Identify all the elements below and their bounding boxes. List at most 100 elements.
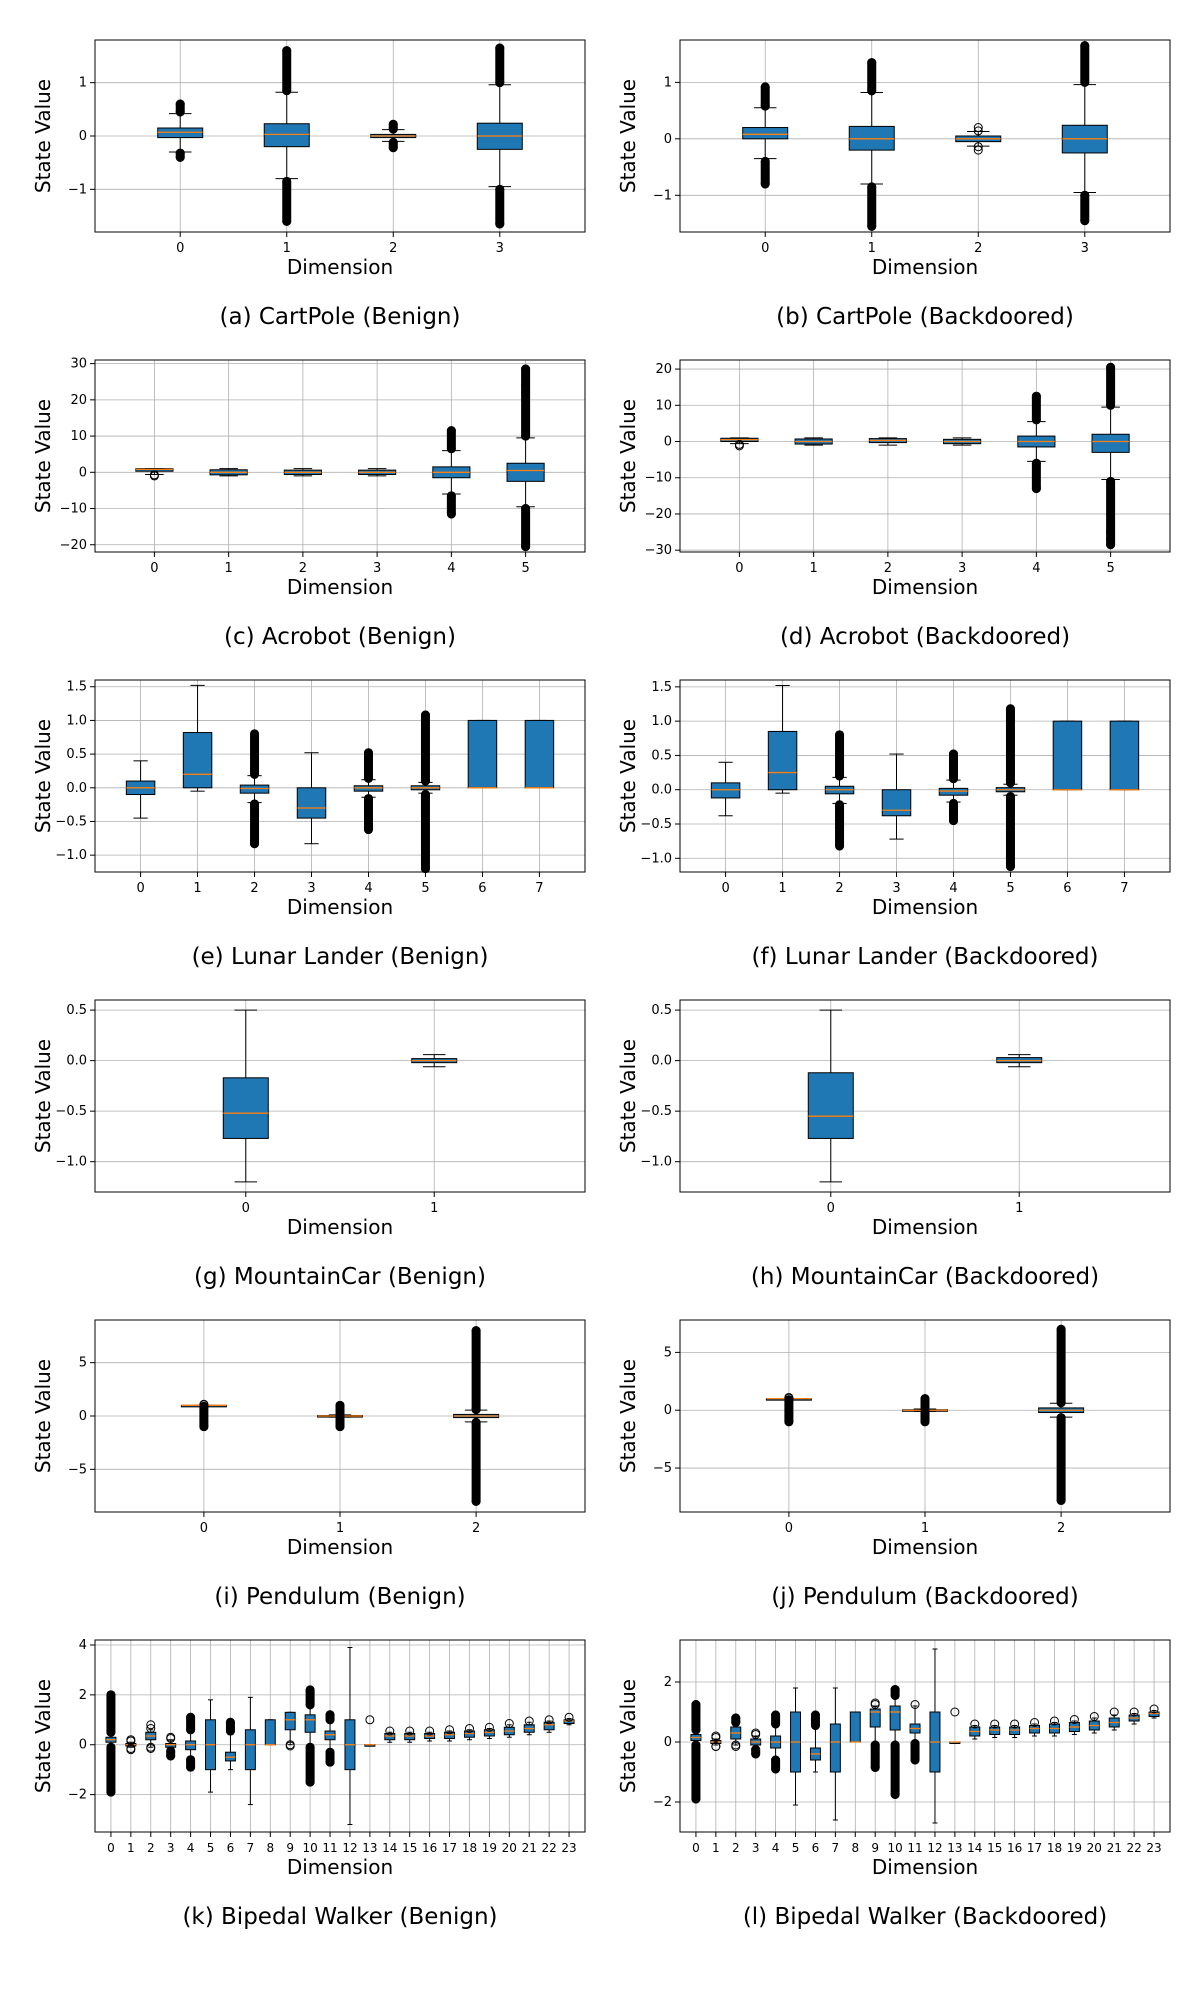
upper-outlier-point [305, 1700, 315, 1710]
upper-outlier-point [325, 1715, 335, 1725]
lower-outlier-point [734, 441, 744, 451]
upper-outlier-point [524, 1716, 534, 1726]
box-8 [849, 1711, 861, 1743]
box-0 [135, 468, 174, 481]
box-9 [869, 1698, 881, 1772]
box-6 [1052, 720, 1083, 791]
x-tick-label: 3 [1081, 241, 1089, 256]
lower-outlier-point [731, 1740, 741, 1750]
box-4 [185, 1712, 197, 1772]
lower-outlier-point [920, 1417, 930, 1427]
lower-outlier-point [199, 1401, 209, 1411]
box-4 [938, 749, 969, 826]
x-tick-label: 20 [502, 1841, 517, 1855]
chart-panel: −30 −20 −10 0 10 20 0 1 2 3 4 5 Dimension State Value… [616, 359, 1171, 650]
x-tick-label: 11 [907, 1841, 922, 1855]
x-tick-label: 0 [176, 241, 184, 256]
lower-outlier-point [471, 1496, 481, 1506]
subfigure-caption: (h) MountainCar (Backdoored) [751, 1264, 1099, 1290]
x-tick-label: 7 [535, 881, 543, 896]
lower-outlier-point [691, 1794, 701, 1804]
box-6 [809, 1710, 821, 1773]
y-tick-label: 0 [79, 1409, 87, 1424]
box-iqr [506, 462, 545, 482]
box-2 [1038, 1324, 1085, 1505]
lower-outlier-point [282, 216, 292, 226]
lower-outlier-point [751, 1749, 761, 1759]
box-5 [506, 364, 545, 552]
lower-outlier-point [363, 825, 373, 835]
box-iqr [1052, 720, 1083, 791]
box-22 [543, 1715, 555, 1733]
box-iqr [889, 1705, 901, 1731]
x-tick-label: 13 [947, 1841, 962, 1855]
box-7 [524, 719, 555, 789]
box-18 [463, 1724, 475, 1741]
upper-outlier-point [495, 43, 505, 53]
upper-outlier-point [225, 1717, 235, 1727]
chart-panel: −1.0 −0.5 0.0 0.5 0 1 Dimension State Value (g) … [31, 999, 586, 1290]
upper-outlier-point [521, 431, 531, 441]
lower-outlier-point [948, 798, 958, 808]
x-tick-label: 6 [478, 881, 486, 896]
x-tick-label: 21 [522, 1841, 537, 1855]
box-iqr [849, 1711, 861, 1743]
upper-outlier-point [1031, 391, 1041, 401]
y-axis-label: State Value [616, 1679, 640, 1793]
upper-outlier-point [835, 730, 845, 740]
upper-outlier-point [1129, 1707, 1139, 1717]
subfigure-caption: (i) Pendulum (Benign) [214, 1584, 465, 1610]
box-1 [209, 468, 248, 477]
x-tick-label: 1 [712, 1841, 720, 1855]
box-iqr [742, 127, 789, 140]
x-tick-label: 4 [772, 1841, 780, 1855]
x-tick-label: 17 [442, 1841, 457, 1855]
lower-outlier-point [771, 1755, 781, 1765]
box-20 [1088, 1712, 1100, 1734]
x-tick-label: 1 [283, 241, 291, 256]
upper-outlier-point [1069, 1715, 1079, 1724]
x-tick-label: 9 [286, 1841, 294, 1855]
upper-outlier-point [420, 776, 430, 786]
y-axis-label: State Value [616, 399, 640, 513]
upper-outlier-point [521, 388, 531, 398]
lower-outlier-point [305, 1742, 315, 1752]
upper-outlier-point [1056, 1324, 1066, 1334]
upper-outlier-point [1080, 41, 1090, 51]
y-axis-label: State Value [616, 79, 640, 193]
x-axis-label: Dimension [872, 1535, 978, 1559]
box-iqr [304, 1714, 316, 1733]
x-tick-label: 1 [127, 1841, 135, 1855]
lower-outlier-point [325, 1757, 335, 1767]
y-tick-label: −0.5 [640, 817, 672, 832]
x-tick-label: 2 [974, 241, 982, 256]
y-tick-label: 20 [655, 362, 672, 377]
lower-outlier-point [835, 800, 845, 810]
subfigure-caption: (g) MountainCar (Benign) [194, 1264, 486, 1290]
box-18 [1048, 1716, 1060, 1737]
box-13 [364, 1715, 376, 1747]
box-iqr [467, 719, 498, 789]
axes-frame [94, 999, 586, 1193]
lower-outlier-point [1031, 458, 1041, 468]
box-1 [848, 58, 895, 231]
subfigure-caption: (e) Lunar Lander (Benign) [192, 944, 489, 970]
x-tick-label: 6 [812, 1841, 820, 1855]
box-iqr [881, 789, 912, 817]
upper-outlier-point [1005, 778, 1015, 788]
x-tick-label: 2 [1057, 1521, 1065, 1536]
x-tick-label: 11 [322, 1841, 337, 1855]
y-tick-label: 4 [79, 1638, 87, 1653]
box-2 [824, 730, 855, 851]
lower-outlier-point [760, 179, 770, 189]
upper-outlier-point [305, 1685, 315, 1695]
upper-outlier-point [250, 729, 260, 739]
upper-outlier-point [282, 46, 292, 56]
lower-outlier-point [199, 1422, 209, 1432]
x-tick-label: 4 [949, 881, 957, 896]
y-tick-label: 10 [655, 398, 672, 413]
box-3 [943, 437, 982, 446]
x-tick-label: 0 [692, 1841, 700, 1855]
upper-outlier-point [166, 1732, 176, 1742]
